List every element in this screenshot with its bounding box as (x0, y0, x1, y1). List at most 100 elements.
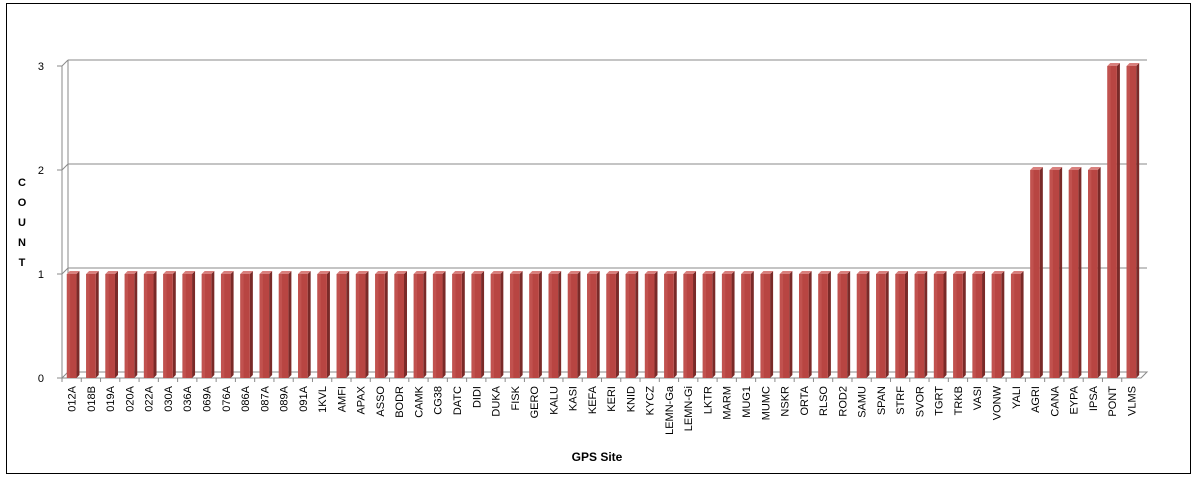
x-tick-label: DUKA (491, 385, 503, 416)
bar (972, 271, 986, 378)
y-axis-label-letter: O (18, 197, 27, 209)
x-tick-label: KYCZ (645, 386, 657, 416)
x-tick-label: 1KVL (317, 386, 329, 413)
x-tick-label: LEMN-Gi (683, 386, 695, 431)
x-tick-label: VLMS (1126, 386, 1138, 416)
bar (1010, 271, 1024, 378)
x-tick-label: KASI (568, 386, 580, 411)
x-tick-label: RLSO (818, 386, 830, 416)
bar (721, 271, 735, 378)
bar (798, 271, 812, 378)
bar (529, 271, 542, 378)
y-axis-label-letter: U (18, 217, 26, 229)
x-tick-label: TRKB (953, 386, 965, 415)
x-tick-label: TGRT (934, 386, 946, 416)
y-tick-label: 3 (38, 61, 44, 73)
bar (375, 271, 388, 378)
x-tick-label: 076A (221, 385, 233, 411)
x-tick-label: 087A (259, 385, 271, 411)
bars (66, 63, 1140, 378)
x-tick-label: NSKR (780, 386, 792, 417)
x-tick-label: CG38 (433, 386, 445, 415)
bar (259, 271, 273, 378)
bar (143, 271, 157, 378)
bar (760, 271, 774, 378)
bar (818, 271, 831, 378)
y-axis-label-letter: C (18, 177, 26, 189)
x-tick-label: KEFA (587, 385, 599, 414)
bar (779, 271, 793, 378)
bar (220, 271, 234, 378)
x-tick-label: APAX (356, 385, 368, 414)
bar (683, 271, 697, 378)
x-tick-label: VASI (972, 386, 984, 410)
bar (66, 271, 80, 378)
y-tick-labels: 0 1 2 3 (38, 61, 44, 385)
x-tick-label: 020A (124, 385, 136, 411)
bar (1049, 167, 1063, 378)
gridline-wall-edge (61, 163, 69, 171)
x-tick-label: DIDI (471, 386, 483, 408)
bar (1068, 167, 1082, 378)
x-tick-label: 091A (298, 385, 310, 411)
bar (105, 271, 118, 378)
x-tick-label: STRF (895, 386, 907, 415)
x-tick-label: LEMN-Ga (664, 385, 676, 435)
x-tick-label: KALU (548, 386, 560, 415)
y-axis-label-letter: N (18, 237, 26, 249)
bar (452, 271, 465, 378)
bar (914, 271, 928, 378)
bar (278, 271, 292, 378)
x-tick-label: 012A (67, 385, 79, 411)
bar (702, 271, 716, 378)
bar (182, 271, 196, 378)
x-tick-label: SPAN (876, 386, 888, 415)
bar (317, 271, 330, 378)
x-tick-label: FISK (510, 385, 522, 410)
bar (471, 271, 485, 378)
bar (876, 271, 889, 378)
x-tick-label: 086A (240, 385, 252, 411)
x-tick-label: 018B (86, 386, 98, 412)
x-tick-label: SAMU (857, 386, 869, 418)
x-tick-label: KERI (606, 386, 618, 412)
x-tick-label: ORTA (799, 385, 811, 415)
x-tick-label: 089A (279, 385, 291, 411)
chart-frame (6, 3, 1191, 474)
bar (124, 271, 138, 378)
bar (856, 271, 870, 378)
gridlines (61, 59, 1147, 275)
y-tick-label: 1 (38, 269, 44, 281)
bar (490, 271, 504, 378)
bar (837, 271, 851, 378)
bar (1088, 167, 1101, 378)
x-tick-label: VONW (991, 385, 1003, 420)
bar (587, 271, 600, 378)
bar (394, 271, 408, 378)
bar (606, 271, 619, 378)
x-tick-label: MUMC (760, 386, 772, 420)
x-tick-label: LKTR (702, 386, 714, 414)
bar (741, 271, 754, 378)
x-tick-label: DATC (452, 386, 464, 415)
x-tick-label: 036A (182, 385, 194, 411)
x-tick-label: ROD2 (837, 386, 849, 417)
bar (413, 271, 427, 378)
x-tick-label: KNID (625, 386, 637, 412)
bar (86, 271, 99, 378)
x-axis-label: GPS Site (572, 450, 623, 464)
y-tick-label: 2 (38, 165, 44, 177)
bar (644, 271, 658, 378)
x-tick-label: 019A (105, 385, 117, 411)
y-tick-label: 0 (38, 373, 44, 385)
x-tick-label: SVOR (914, 386, 926, 417)
x-tick-label: CANA (1049, 385, 1061, 416)
bar (298, 271, 311, 378)
bar (336, 271, 350, 378)
bar (355, 271, 369, 378)
bar (163, 271, 176, 378)
x-tick-label: GERO (529, 386, 541, 419)
bar (625, 271, 639, 378)
x-tick-label: 022A (144, 385, 156, 411)
